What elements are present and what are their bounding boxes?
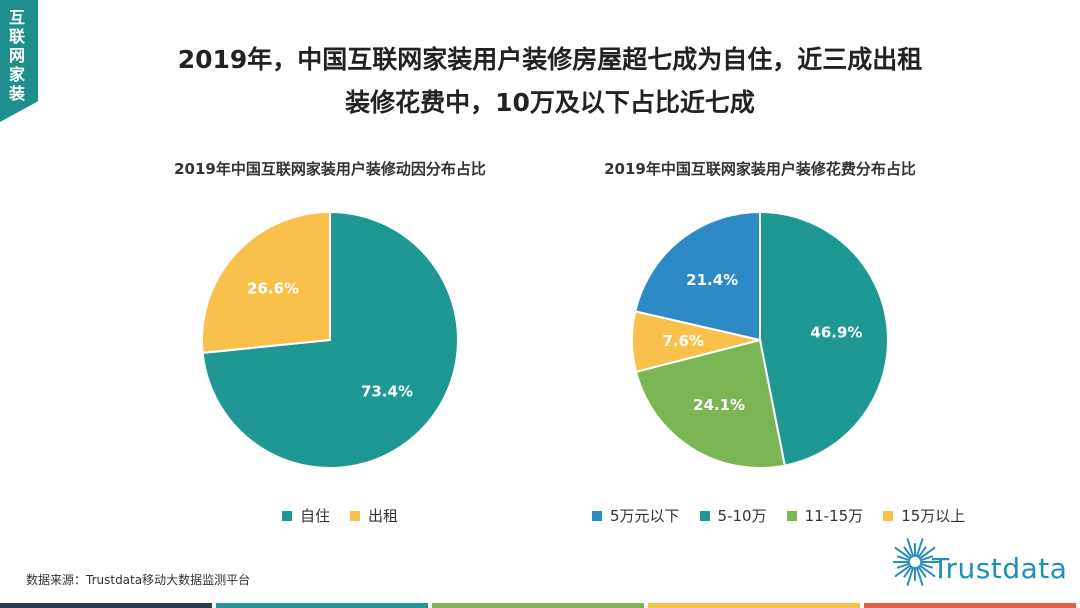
- pie-data-label: 7.6%: [662, 332, 704, 350]
- pie-slice: [634, 210, 761, 342]
- trustdata-logo-text: Trustdata: [932, 552, 1068, 585]
- page-title-line2: 装修花费中，10万及以下占比近七成: [345, 88, 755, 117]
- legend-label: 15万以上: [901, 507, 966, 525]
- bottom-bar-segment: [0, 603, 212, 608]
- legend-swatch: [592, 510, 602, 521]
- pie-data-label: 46.9%: [810, 324, 862, 342]
- page-title-line1: 2019年，中国互联网家装用户装修房屋超七成为自住，近三成出租: [177, 45, 923, 74]
- legend-swatch: [699, 510, 710, 521]
- bottom-bar-segment: [432, 603, 644, 608]
- legend-item: 15万以上: [883, 505, 965, 526]
- legend-label: 5-10万: [717, 507, 767, 525]
- trustdata-logo-icon: [893, 538, 940, 586]
- legend-swatch: [350, 510, 361, 521]
- pie-data-label: 21.4%: [686, 271, 738, 289]
- section-tag: [0, 0, 38, 122]
- pie-slice: [634, 338, 786, 469]
- legend-reason: 自住 出租: [282, 505, 418, 526]
- legend-label: 出租: [368, 507, 399, 525]
- legend-swatch: [786, 510, 797, 521]
- legend-cost: 5万元以下 5-10万 11-15万 15万以上: [592, 505, 985, 526]
- section-tag-label: 互联网家装: [8, 8, 25, 103]
- chart-title-cost: 2019年中国互联网家装用户装修花费分布占比: [604, 160, 916, 178]
- pie-chart-cost: 46.9% 24.1% 7.6% 21.4%: [631, 210, 889, 469]
- legend-swatch: [282, 510, 292, 521]
- bottom-bar-segment: [864, 603, 1076, 608]
- legend-label: 5万元以下: [610, 507, 680, 525]
- bottom-bar-segment: [216, 603, 428, 608]
- legend-item: 出租: [350, 505, 398, 526]
- pie-chart-reason: 73.4% 26.6%: [201, 210, 459, 469]
- chart-title-reason: 2019年中国互联网家装用户装修动因分布占比: [174, 160, 486, 178]
- legend-item: 11-15万: [786, 505, 864, 526]
- pie-data-label: 73.4%: [361, 383, 413, 401]
- legend-item: 5-10万: [699, 505, 767, 526]
- pie-slice: [201, 210, 331, 354]
- legend-label: 11-15万: [804, 507, 864, 525]
- pie-data-label: 26.6%: [247, 279, 299, 297]
- legend-swatch: [883, 510, 894, 521]
- bottom-color-bar: [0, 603, 1080, 608]
- data-source: 数据来源：Trustdata移动大数据监测平台: [26, 573, 251, 587]
- page-title: 2019年，中国互联网家装用户装修房屋超七成为自住，近三成出租 装修花费中，10…: [130, 38, 970, 124]
- pie-data-label: 24.1%: [693, 396, 745, 414]
- legend-item: 5万元以下: [592, 505, 680, 526]
- legend-label: 自住: [300, 507, 331, 525]
- legend-item: 自住: [282, 505, 330, 526]
- bottom-bar-segment: [648, 603, 860, 608]
- pie-slice: [759, 210, 889, 467]
